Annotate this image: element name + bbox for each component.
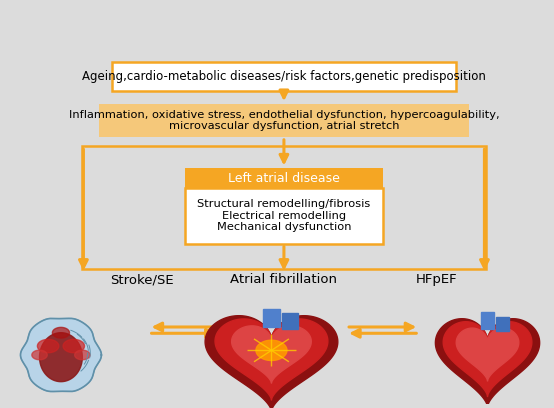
Polygon shape [53,327,69,338]
FancyBboxPatch shape [185,169,383,189]
Polygon shape [282,313,298,329]
Polygon shape [435,319,540,407]
Text: Structural remodelling/fibrosis
Electrical remodelling
Mechanical dysfunction: Structural remodelling/fibrosis Electric… [197,199,371,233]
Polygon shape [20,318,101,392]
Polygon shape [39,333,83,381]
Polygon shape [271,339,289,350]
Polygon shape [232,326,311,383]
Polygon shape [456,328,519,381]
Polygon shape [496,317,509,331]
Polygon shape [63,339,85,353]
Text: Ageing,cardio-metabolic diseases/risk factors,genetic predisposition: Ageing,cardio-metabolic diseases/risk fa… [82,70,486,83]
Text: Left atrial disease: Left atrial disease [228,172,340,185]
Polygon shape [32,350,47,360]
Polygon shape [481,313,494,329]
Polygon shape [443,322,532,397]
Text: HFpEF: HFpEF [416,273,458,286]
Polygon shape [256,340,287,361]
Text: Stroke/SE: Stroke/SE [110,273,173,286]
FancyBboxPatch shape [185,188,383,244]
Polygon shape [75,350,90,360]
Text: Inflammation, oxidative stress, endothelial dysfunction, hypercoagulability,
mic: Inflammation, oxidative stress, endothel… [69,110,499,131]
Polygon shape [205,316,338,408]
Polygon shape [263,309,280,327]
FancyBboxPatch shape [112,62,456,91]
Polygon shape [271,350,289,362]
Polygon shape [38,339,59,353]
Polygon shape [254,339,271,350]
FancyBboxPatch shape [99,104,469,137]
Polygon shape [254,350,271,362]
FancyBboxPatch shape [82,146,486,269]
Polygon shape [215,319,328,400]
Text: Atrial fibrillation: Atrial fibrillation [230,273,337,286]
